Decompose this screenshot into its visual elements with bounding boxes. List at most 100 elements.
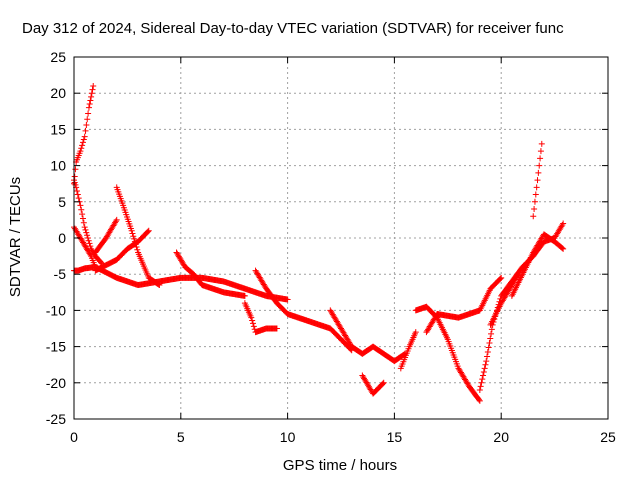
data-point-marker [156,282,163,289]
series-trace-11 [327,307,409,365]
data-point-marker [80,219,87,226]
data-point-marker [80,136,87,143]
y-tick-label: -20 [46,375,66,391]
x-axis-label: GPS time / hours [283,457,397,474]
y-tick-label: 5 [58,194,66,210]
data-point-marker [478,379,485,386]
data-point-marker [84,232,91,239]
data-point-marker [560,220,567,227]
y-tick-label: -25 [46,411,66,427]
data-point-marker [380,379,387,386]
data-point-marker [530,213,537,220]
series-trace-1 [71,263,291,303]
data-point-marker [155,281,162,288]
data-point-marker [536,162,543,169]
data-point-marker [532,191,539,198]
data-point-marker [85,110,92,117]
data-point-marker [535,169,542,176]
y-tick-label: 10 [50,158,66,174]
data-point-marker [86,101,93,108]
data-point-marker [82,127,89,134]
data-point-marker [497,275,504,282]
data-point-marker [480,368,487,375]
series-trace-2 [71,82,97,187]
data-point-marker [248,314,255,321]
data-point-marker [128,227,135,234]
series-trace-7 [92,227,152,274]
data-point-marker [484,349,491,356]
data-point-marker [87,251,94,258]
x-tick-label: 10 [280,429,296,445]
data-point-marker [130,233,137,240]
x-tick-label: 20 [493,429,509,445]
chart-title: Day 312 of 2024, Sidereal Day-to-day VTE… [22,20,564,37]
y-tick-label: -10 [46,302,66,318]
y-axis-label: SDTVAR / TECUs [7,177,24,297]
data-point-marker [89,86,96,93]
data-point-marker [537,155,544,162]
data-point-marker [129,230,136,237]
data-point-marker [97,259,104,266]
data-point-marker [560,245,567,252]
x-tick-label: 0 [70,429,78,445]
series-trace-15 [423,274,505,336]
data-point-marker [534,177,541,184]
data-point-marker [78,145,85,152]
series-trace-13 [397,329,419,372]
series-trace-8 [173,249,248,299]
data-point-marker [144,228,151,235]
data-point-marker [82,226,89,233]
data-point-marker [145,227,152,234]
series-trace-18 [530,140,545,220]
data-point-marker [498,274,505,281]
x-tick-label: 15 [387,429,403,445]
data-point-marker [87,97,94,104]
data-point-marker [250,323,257,330]
data-point-marker [84,116,91,123]
data-point-marker [72,166,79,173]
x-tick-label: 5 [177,429,185,445]
y-tick-label: 15 [50,121,66,137]
data-point-marker [74,191,81,198]
series-trace-16 [476,263,526,394]
data-point-marker [479,376,486,383]
data-point-marker [379,380,386,387]
data-point-marker [134,246,141,253]
data-point-marker [412,329,419,336]
y-tick-label: 25 [50,49,66,65]
data-point-marker [487,335,494,342]
data-point-marker [73,187,80,194]
data-point-marker [83,229,90,236]
series-trace-5 [92,216,120,256]
data-point-marker [477,383,484,390]
data-point-marker [485,344,492,351]
data-point-marker [79,215,86,222]
data-point-marker [79,211,86,218]
data-point-marker [75,195,82,202]
data-point-marker [531,206,538,213]
data-point-marker [88,90,95,97]
data-point-marker [90,82,97,89]
y-tick-label: -15 [46,339,66,355]
data-point-marker [273,325,280,332]
data-point-marker [488,326,495,333]
data-point-marker [77,148,84,155]
data-point-marker [538,140,545,147]
data-point-marker [79,142,86,149]
data-point-marker [249,320,256,327]
data-point-marker [81,133,88,140]
data-point-marker [81,224,88,231]
data-point-marker [284,296,291,303]
data-points [71,82,567,404]
data-point-marker [84,235,91,241]
data-point-marker [484,353,491,360]
data-point-marker [476,397,483,404]
y-tick-label: 0 [58,230,66,246]
data-point-marker [113,216,120,223]
series-trace-6 [113,184,163,289]
data-point-marker [241,292,248,299]
data-point-marker [131,235,138,242]
data-point-marker [79,139,86,146]
x-tick-label: 25 [600,429,616,445]
data-point-marker [476,387,483,394]
